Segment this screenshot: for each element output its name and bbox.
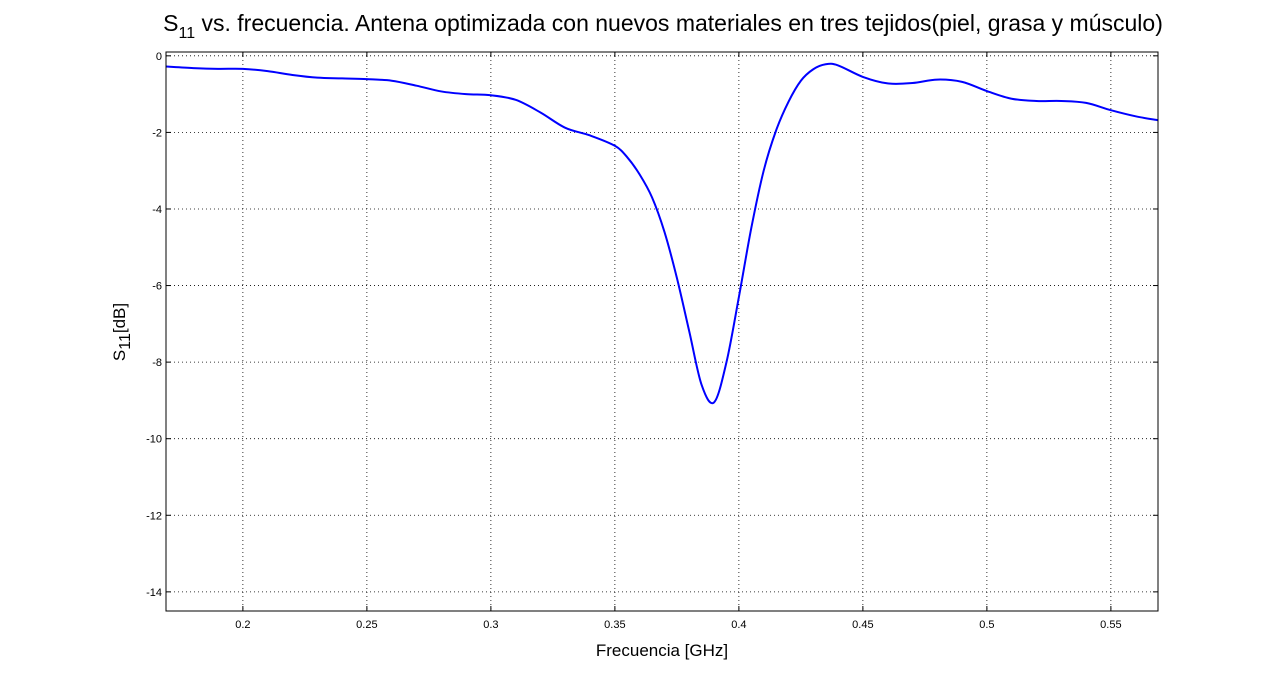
y-axis-label-subscript: 11 [117,333,134,350]
x-tick-label: 0.5 [979,619,994,631]
y-axis-label-main: S [110,350,129,361]
y-tick-label: -8 [152,357,162,369]
y-axis-label-unit: [dB] [110,303,129,333]
y-tick-label: -4 [152,204,162,216]
series-layer [165,62,1159,405]
tick-layer: 0.2 0.25 0.3 0.35 0.4 0.45 0.5 0.55 0 -2 -4 -6 -8 -10… [146,51,1158,631]
chart-title-rest: vs. frecuencia. Antena optimizada con nu… [195,10,1163,36]
x-tick-label: 0.4 [731,619,746,631]
y-tick-label: -12 [146,510,162,522]
plot-frame [165,51,1159,612]
chart-title: S11 vs. frecuencia. Antena optimizada co… [163,10,1163,42]
y-tick-label: -6 [152,281,162,293]
chart-title-main: S [163,10,178,36]
x-tick-label: 0.45 [852,619,873,631]
y-tick-label: -2 [152,127,162,139]
x-tick-label: 0.55 [1100,619,1121,631]
x-tick-label: 0.35 [604,619,625,631]
x-tick-label: 0.2 [235,619,250,631]
y-tick-label: 0 [156,51,162,63]
s11-series-line [165,62,1159,405]
y-tick-label: -14 [146,587,162,599]
y-tick-label: -10 [146,434,162,446]
chart-title-subscript: 11 [178,25,195,42]
x-axis-label: Frecuencia [GHz] [596,641,728,660]
x-tick-label: 0.25 [356,619,377,631]
y-axis-label: S11[dB] [110,303,134,361]
grid-layer [166,52,1158,611]
x-tick-label: 0.3 [483,619,498,631]
